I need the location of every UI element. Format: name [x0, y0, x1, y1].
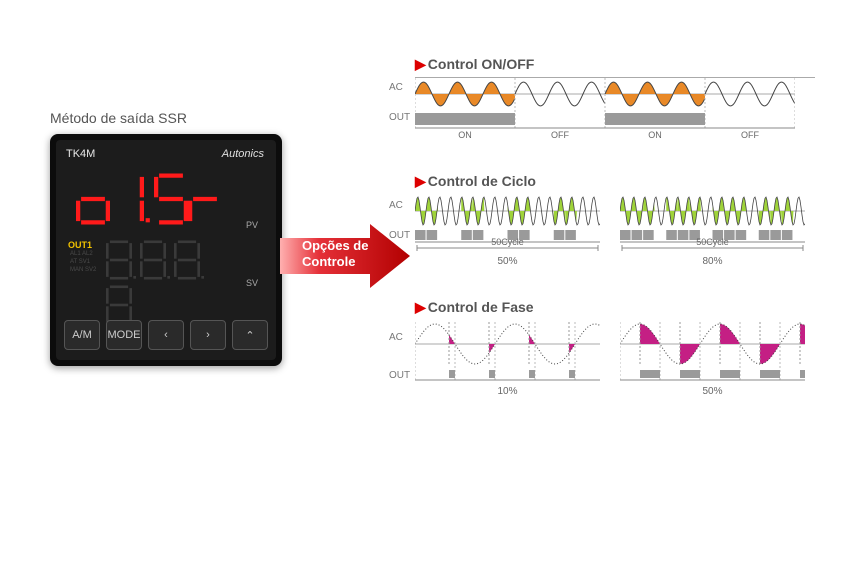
status-leds: AL1 AL2AT SV1MAN SV2 — [70, 250, 96, 274]
svg-text:10%: 10% — [497, 386, 517, 397]
device-btn-3[interactable]: › — [190, 320, 226, 350]
mode-onoff: ▶Control ON/OFF AC OUT ONOFFONOFF — [415, 56, 815, 147]
device-btn-4[interactable]: ⌃ — [232, 320, 268, 350]
left-title: Método de saída SSR — [50, 110, 282, 126]
device-controller: TK4M Autonics PV OUT1 AL1 AL2AT SV1MAN S… — [50, 134, 282, 366]
pv-display — [72, 164, 226, 234]
model-label: TK4M — [66, 148, 95, 160]
device-btn-2[interactable]: ‹ — [148, 320, 184, 350]
mode-phase: ▶Control de Fase AC OUT 10% 50% — [415, 299, 815, 403]
arrow-text: Opções deControle — [302, 238, 368, 270]
svg-text:80%: 80% — [702, 256, 722, 267]
svg-text:50Cycle: 50Cycle — [696, 237, 729, 247]
svg-text:ON: ON — [648, 130, 662, 140]
phase-title: Control de Fase — [428, 299, 534, 315]
mode-cycle: ▶Control de Ciclo AC OUT 50Cycle 50% 50C… — [415, 173, 815, 273]
onoff-title: Control ON/OFF — [428, 56, 535, 72]
sv-display — [106, 240, 226, 280]
brand-label: Autonics — [222, 148, 264, 160]
svg-text:OFF: OFF — [551, 130, 569, 140]
svg-text:50Cycle: 50Cycle — [491, 237, 524, 247]
svg-text:ON: ON — [458, 130, 472, 140]
out1-label: OUT1 — [68, 240, 92, 250]
sv-label: SV — [246, 278, 258, 288]
cycle-title: Control de Ciclo — [428, 173, 536, 189]
svg-text:50%: 50% — [497, 256, 517, 267]
svg-text:OFF: OFF — [741, 130, 759, 140]
device-btn-1[interactable]: MODE — [106, 320, 142, 350]
pv-label: PV — [246, 220, 258, 230]
device-btn-0[interactable]: A/M — [64, 320, 100, 350]
svg-text:50%: 50% — [702, 386, 722, 397]
